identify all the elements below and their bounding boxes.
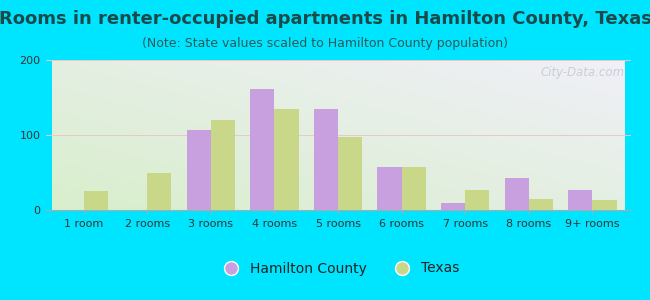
Text: Rooms in renter-occupied apartments in Hamilton County, Texas: Rooms in renter-occupied apartments in H… bbox=[0, 11, 650, 28]
Bar bbox=[250, 88, 274, 210]
Bar bbox=[592, 200, 616, 210]
Bar bbox=[187, 130, 211, 210]
Bar bbox=[338, 137, 362, 210]
Bar bbox=[314, 109, 338, 210]
Legend: Hamilton County, Texas: Hamilton County, Texas bbox=[211, 256, 465, 281]
Bar bbox=[402, 167, 426, 210]
Bar bbox=[568, 190, 592, 210]
Text: (Note: State values scaled to Hamilton County population): (Note: State values scaled to Hamilton C… bbox=[142, 38, 508, 50]
Bar bbox=[441, 202, 465, 210]
Bar bbox=[465, 190, 489, 210]
Bar bbox=[504, 178, 528, 210]
Bar bbox=[84, 191, 108, 210]
Text: City-Data.com: City-Data.com bbox=[541, 66, 625, 79]
Bar bbox=[378, 167, 402, 210]
Bar bbox=[274, 109, 298, 210]
Bar bbox=[211, 120, 235, 210]
Bar bbox=[528, 199, 553, 210]
Bar bbox=[148, 172, 172, 210]
